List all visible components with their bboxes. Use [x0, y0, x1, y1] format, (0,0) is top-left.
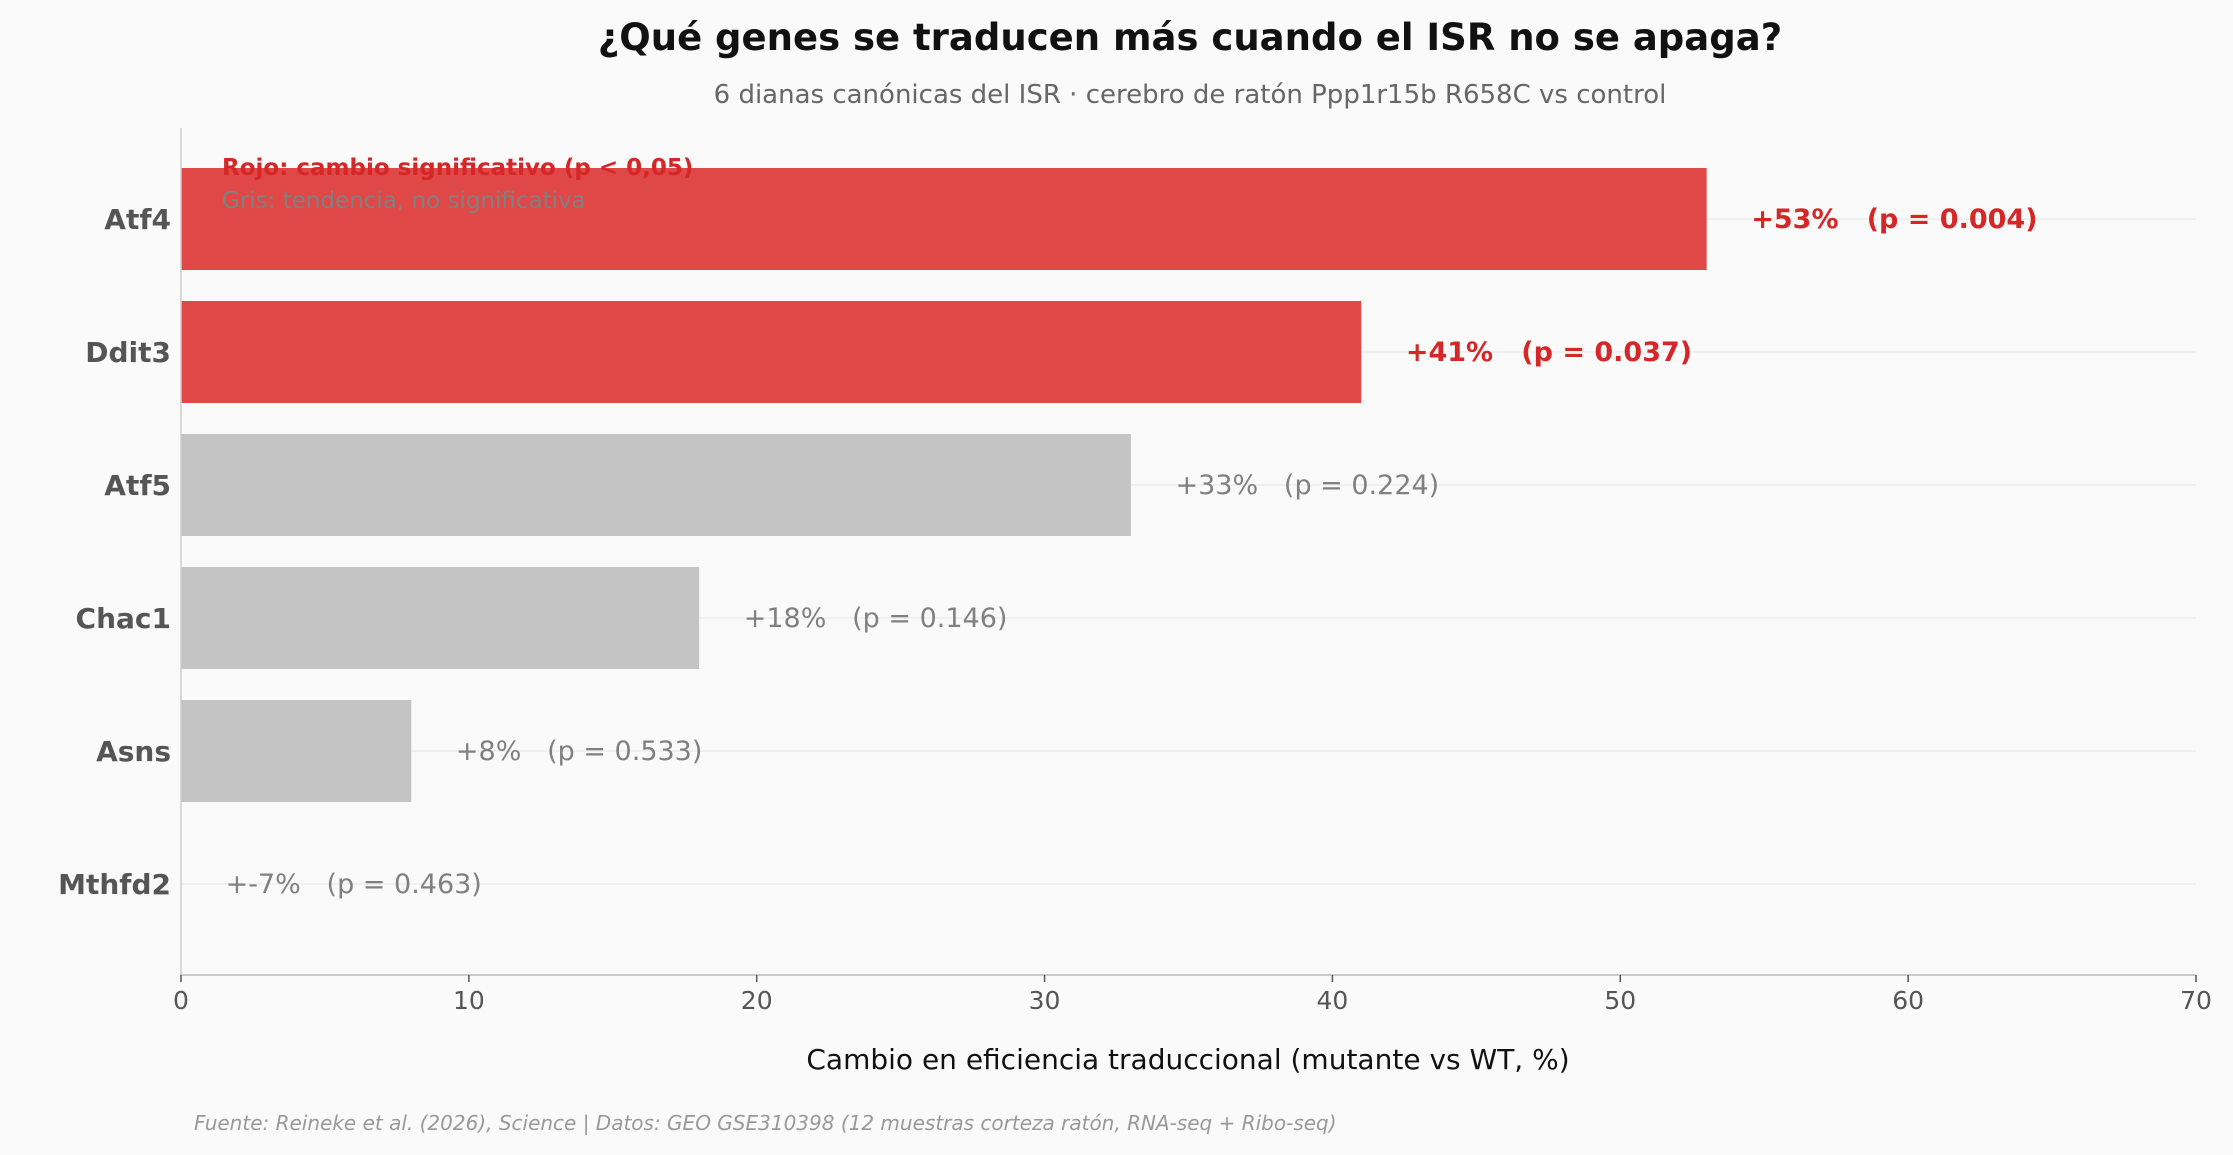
x-tick-label: 30	[1029, 986, 1061, 1015]
data-label: +18% (p = 0.146)	[744, 603, 1008, 634]
bar-atf5	[181, 434, 1131, 536]
bar-atf4	[181, 168, 1707, 270]
category-label: Mthfd2	[58, 868, 171, 901]
x-tick-label: 50	[1604, 986, 1636, 1015]
footer-source: Fuente: Reineke et al. (2026), Science |…	[194, 1111, 1337, 1135]
x-tick-label: 0	[173, 986, 189, 1015]
data-label: +33% (p = 0.224)	[1176, 470, 1440, 501]
x-tick-label: 70	[2180, 986, 2212, 1015]
chart-title: ¿Qué genes se traducen más cuando el ISR…	[598, 16, 1782, 59]
category-label: Ddit3	[85, 336, 171, 369]
legend-non-significant: Gris: tendencia, no significativa	[222, 188, 586, 214]
x-axis-label: Cambio en eficiencia traduccional (mutan…	[806, 1043, 1569, 1076]
bar-ddit3	[181, 301, 1362, 403]
category-label: Atf4	[104, 203, 171, 236]
x-tick-label: 60	[1892, 986, 1924, 1015]
bar-asns	[181, 700, 412, 802]
category-label: Atf5	[104, 469, 171, 502]
data-label: +-7% (p = 0.463)	[226, 869, 482, 900]
category-label: Chac1	[76, 602, 171, 635]
data-label: +8% (p = 0.533)	[456, 736, 703, 767]
bar-chac1	[181, 567, 700, 669]
x-tick-label: 20	[741, 986, 773, 1015]
data-label: +53% (p = 0.004)	[1751, 204, 2037, 235]
category-label: Asns	[96, 735, 171, 768]
legend-significant: Rojo: cambio significativo (p < 0,05)	[222, 155, 693, 181]
x-tick-label: 40	[1317, 986, 1349, 1015]
chart-subtitle: 6 dianas canónicas del ISR · cerebro de …	[714, 80, 1667, 110]
data-label: +41% (p = 0.037)	[1406, 337, 1692, 368]
x-tick-label: 10	[453, 986, 485, 1015]
